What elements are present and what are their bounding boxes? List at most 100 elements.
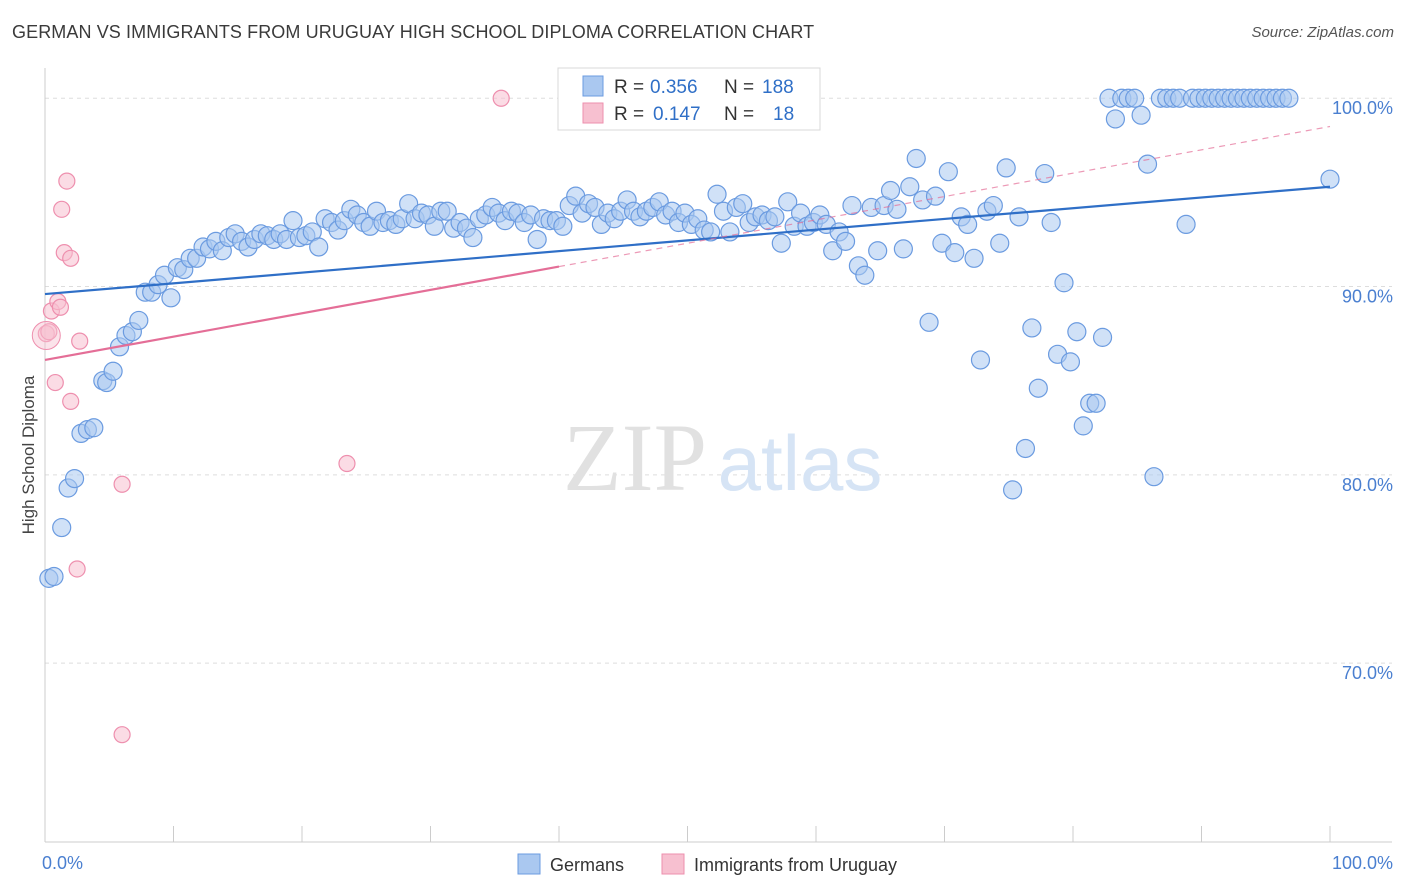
legend-n-value-uruguay: 18 <box>773 104 794 125</box>
uruguay-point <box>46 373 64 392</box>
y-tick-label: 100.0% <box>1332 98 1393 118</box>
germans-point <box>1131 105 1151 125</box>
germans-point <box>1137 154 1158 174</box>
germans-point <box>463 227 483 248</box>
watermark: ZIP atlas <box>563 404 882 511</box>
germans-point <box>1041 212 1061 233</box>
germans-point <box>1279 88 1299 108</box>
germans-point <box>64 468 85 489</box>
y-tick-label: 90.0% <box>1342 287 1393 307</box>
germans-point <box>44 566 64 587</box>
legend-r-label-germans: R = <box>614 77 644 98</box>
bottom-legend: Germans Immigrants from Uruguay <box>517 853 897 875</box>
watermark-zip: ZIP <box>563 404 707 511</box>
germans-point <box>1320 169 1340 189</box>
germans-point <box>996 158 1016 178</box>
germans-point <box>990 233 1010 253</box>
uruguay-point <box>51 298 70 316</box>
germans-point <box>1054 273 1074 293</box>
legend-swatch-uruguay <box>582 102 604 124</box>
germans-point <box>880 180 901 201</box>
y-axis-label: High School Diploma <box>19 375 38 534</box>
legend-swatch-germans <box>582 75 604 97</box>
germans-point <box>1009 207 1029 227</box>
germans-point <box>707 184 727 204</box>
germans-point <box>1144 467 1164 487</box>
germans-point <box>964 248 984 268</box>
germans-point <box>1105 109 1126 129</box>
y-tick-label: 70.0% <box>1342 663 1393 683</box>
germans-point <box>1028 378 1048 398</box>
germans-point <box>1125 88 1145 108</box>
germans-point <box>733 194 753 214</box>
watermark-atlas: atlas <box>718 419 883 507</box>
legend-r-value-uruguay: 0.147 <box>653 104 701 125</box>
uruguay-point <box>68 560 86 578</box>
germans-point <box>906 148 926 169</box>
uruguay-point <box>113 475 131 493</box>
germans-point <box>958 214 978 234</box>
germans-point <box>932 233 952 253</box>
germans-point <box>283 211 303 231</box>
uruguay-point <box>492 89 510 107</box>
germans-point <box>1086 393 1106 413</box>
germans-point <box>527 229 547 250</box>
uruguay-point <box>338 454 356 473</box>
germans-point <box>900 177 920 197</box>
source-label: Source: ZipAtlas.com <box>1251 24 1394 41</box>
uruguay-point <box>40 323 58 341</box>
germans-point <box>938 162 958 182</box>
germans-point <box>52 517 72 538</box>
axes <box>44 68 1392 843</box>
germans-point <box>1176 214 1196 234</box>
tick-labels: 70.0% 80.0% 90.0% 100.0% 0.0% 100.0% <box>42 98 1393 873</box>
germans-point <box>103 361 123 381</box>
data-points <box>31 88 1340 744</box>
germans-point <box>84 418 104 438</box>
uruguay-point <box>31 320 61 350</box>
legend-r-label-uruguay: R = <box>614 104 644 125</box>
germans-point <box>701 222 721 242</box>
germans-point <box>1060 352 1081 372</box>
bottom-legend-uruguay: Immigrants from Uruguay <box>694 855 897 875</box>
trend-line-1 <box>44 265 560 362</box>
germans-point <box>765 207 785 227</box>
germans-point <box>919 312 939 332</box>
uruguay-point <box>58 172 76 190</box>
germans-point <box>945 243 965 263</box>
chart-title: GERMAN VS IMMIGRANTS FROM URUGUAY HIGH S… <box>12 22 815 42</box>
x-tick-label-min: 0.0% <box>42 853 83 873</box>
germans-point <box>1067 322 1087 342</box>
legend-n-value-germans: 188 <box>762 77 794 98</box>
germans-point <box>983 195 1003 216</box>
trend-line-extension-1 <box>558 125 1331 268</box>
germans-point <box>1022 318 1042 338</box>
uruguay-point <box>62 392 80 410</box>
grid-lines <box>45 97 1392 664</box>
germans-point <box>835 231 856 251</box>
germans-point <box>309 237 329 257</box>
uruguay-point <box>53 200 71 218</box>
germans-point <box>842 195 862 216</box>
germans-point <box>1092 327 1113 347</box>
germans-point <box>1003 480 1023 500</box>
germans-point <box>970 350 991 370</box>
germans-point <box>161 288 181 308</box>
trend-line-0 <box>44 185 1331 296</box>
germans-point <box>553 216 573 236</box>
y-tick-label: 80.0% <box>1342 475 1393 495</box>
germans-point <box>887 199 907 219</box>
germans-point <box>771 233 791 253</box>
legend-r-value-germans: 0.356 <box>650 77 698 98</box>
germans-point <box>129 310 149 331</box>
germans-point <box>868 241 888 261</box>
germans-point <box>823 241 843 261</box>
bottom-legend-germans: Germans <box>550 855 624 875</box>
bottom-legend-swatch-germans <box>517 853 541 875</box>
uruguay-point <box>71 332 89 350</box>
germans-point <box>437 201 457 221</box>
germans-point <box>855 265 875 285</box>
germans-point <box>925 186 946 206</box>
legend-n-label-germans: N = <box>724 77 754 98</box>
